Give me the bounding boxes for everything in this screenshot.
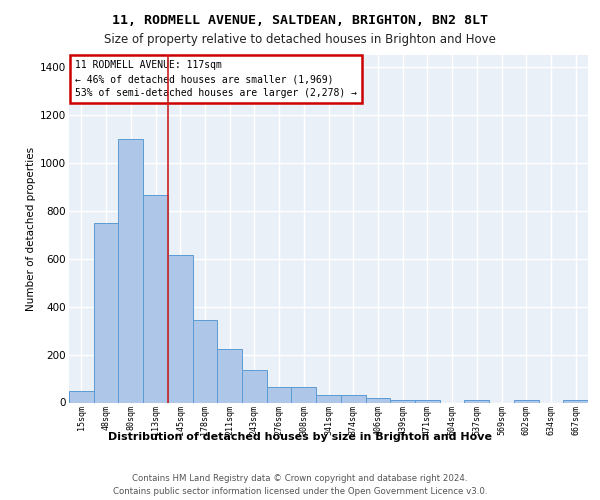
Bar <box>365 398 390 402</box>
Bar <box>217 348 242 403</box>
Bar <box>168 255 193 402</box>
Bar <box>464 400 489 402</box>
Bar <box>242 370 267 402</box>
Bar <box>415 400 440 402</box>
Bar <box>118 139 143 402</box>
Bar <box>94 223 118 402</box>
Bar <box>390 400 415 402</box>
Bar <box>563 400 588 402</box>
Text: Distribution of detached houses by size in Brighton and Hove: Distribution of detached houses by size … <box>108 432 492 442</box>
Bar <box>292 387 316 402</box>
Bar <box>143 195 168 402</box>
Text: 11 RODMELL AVENUE: 117sqm
← 46% of detached houses are smaller (1,969)
53% of se: 11 RODMELL AVENUE: 117sqm ← 46% of detac… <box>75 60 357 98</box>
Text: Size of property relative to detached houses in Brighton and Hove: Size of property relative to detached ho… <box>104 32 496 46</box>
Bar <box>69 391 94 402</box>
Text: 11, RODMELL AVENUE, SALTDEAN, BRIGHTON, BN2 8LT: 11, RODMELL AVENUE, SALTDEAN, BRIGHTON, … <box>112 14 488 27</box>
Bar <box>341 396 365 402</box>
Bar <box>514 400 539 402</box>
Text: Contains public sector information licensed under the Open Government Licence v3: Contains public sector information licen… <box>113 488 487 496</box>
Bar <box>193 320 217 402</box>
Bar <box>267 387 292 402</box>
Text: Contains HM Land Registry data © Crown copyright and database right 2024.: Contains HM Land Registry data © Crown c… <box>132 474 468 483</box>
Y-axis label: Number of detached properties: Number of detached properties <box>26 146 36 311</box>
Bar <box>316 396 341 402</box>
